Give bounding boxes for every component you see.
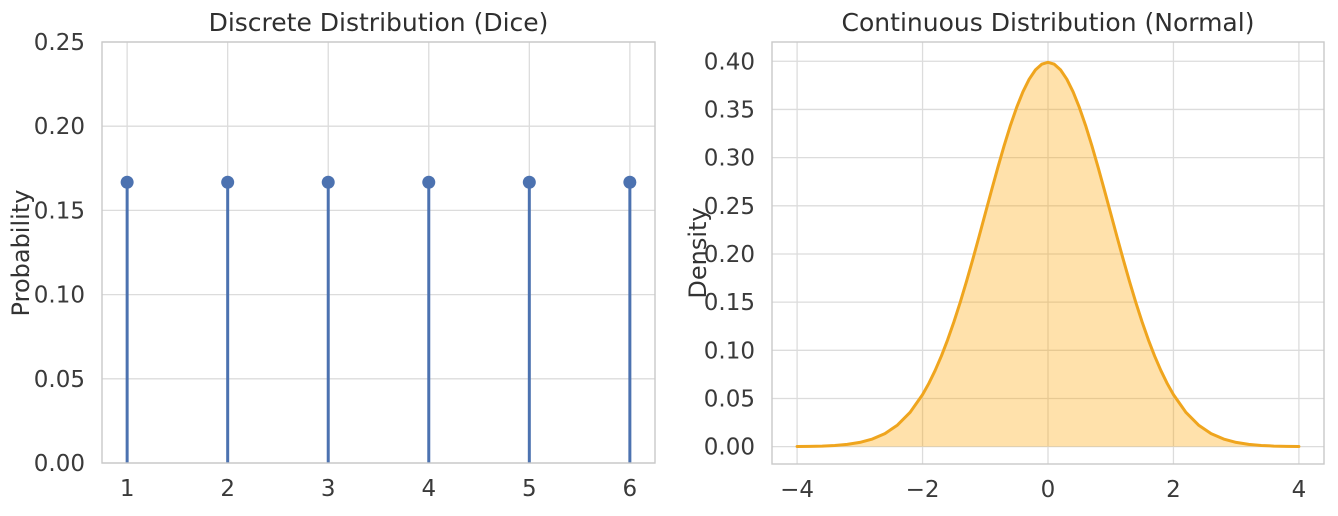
left-y-axis-label: Probability [7, 189, 35, 317]
normal-density-fill [797, 62, 1299, 447]
normal-y-tick-label: 0.05 [704, 386, 755, 412]
normal-x-tick-label: −2 [906, 477, 940, 503]
dice-stem-marker [623, 175, 637, 189]
left-chart-title: Discrete Distribution (Dice) [208, 8, 549, 37]
dice-stem-marker [522, 175, 536, 189]
normal-y-tick-label: 0.15 [704, 290, 755, 316]
normal-y-tick-label: 0.30 [704, 146, 755, 172]
normal-y-tick-label: 0.10 [704, 338, 755, 364]
dice-stem-marker [422, 175, 436, 189]
right-y-axis-label: Density [684, 207, 712, 299]
dice-x-tick-label: 5 [522, 476, 537, 502]
dice-y-tick-label: 0.20 [34, 114, 85, 140]
normal-x-tick-label: 4 [1292, 477, 1307, 503]
dice-x-tick-label: 1 [120, 476, 135, 502]
right-chart-title: Continuous Distribution (Normal) [841, 8, 1255, 37]
dice-x-tick-label: 2 [220, 476, 235, 502]
dice-stem-marker [120, 175, 134, 189]
normal-x-tick-label: 2 [1166, 477, 1181, 503]
dice-y-tick-label: 0.15 [34, 198, 85, 224]
dice-stem-marker [321, 175, 335, 189]
normal-x-tick-label: 0 [1041, 477, 1056, 503]
normal-plot-border [771, 41, 1325, 465]
dice-y-tick-label: 0.00 [34, 451, 85, 477]
dice-y-tick-label: 0.05 [34, 367, 85, 393]
normal-y-tick-label: 0.40 [704, 49, 755, 75]
dice-x-tick-label: 4 [421, 476, 436, 502]
normal-density-curve [795, 60, 1301, 449]
dice-stem-marker [221, 175, 235, 189]
normal-y-tick-label: 0.35 [704, 97, 755, 123]
dice-x-tick-label: 3 [321, 476, 336, 502]
dice-y-tick-label: 0.25 [34, 30, 85, 56]
normal-y-tick-label: 0.25 [704, 194, 755, 220]
normal-y-tick-label: 0.00 [704, 435, 755, 461]
dice-y-tick-label: 0.10 [34, 283, 85, 309]
normal-x-tick-label: −4 [780, 477, 814, 503]
normal-y-tick-label: 0.20 [704, 242, 755, 268]
dice-x-tick-label: 6 [623, 476, 638, 502]
dice-plot-border [101, 41, 656, 464]
